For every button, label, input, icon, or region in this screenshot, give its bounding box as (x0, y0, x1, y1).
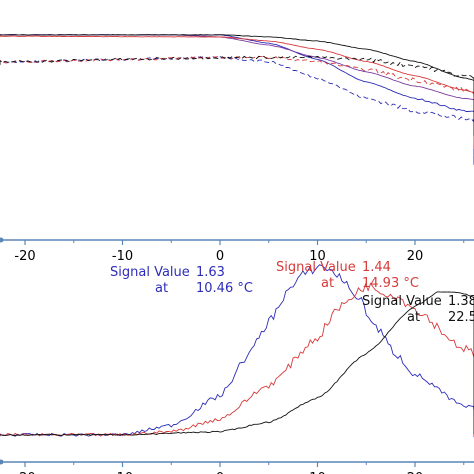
bottom-x-tick-label: 0 (216, 471, 224, 474)
top-x-tick-label: 10 (309, 249, 326, 264)
top-axis-handle (0, 237, 4, 243)
top-series-red-dashed-line (0, 55, 474, 149)
annotation-blue-label: Signal Value (110, 265, 190, 280)
bottom-x-tick-label: 10 (309, 471, 326, 474)
top-x-tick-label: -20 (14, 249, 35, 264)
annotation-red-at: at (321, 276, 334, 291)
annotation-black-value: 1.388 (448, 294, 474, 309)
annotation-red-value: 1.44 (362, 260, 391, 275)
top-x-tick-label: -10 (112, 249, 133, 264)
annotation-blue-at: at (155, 281, 168, 296)
annotation-blue-temperature: 10.46 °C (196, 281, 253, 296)
top-chart-panel (0, 34, 474, 165)
top-series-blue-line (0, 34, 474, 165)
top-series-red-line (0, 34, 474, 140)
annotation-black-temperature: 22.50 (448, 310, 474, 325)
annotation-blue-value: 1.63 (196, 265, 225, 280)
top-series-purple-line (0, 34, 474, 110)
annotation-black-label: Signal Value (362, 294, 442, 309)
bottom-axis-handle (0, 459, 4, 465)
top-x-axis: -40-30-20-1001020304050 (0, 237, 474, 264)
bottom-series-black-line (0, 291, 474, 436)
bottom-series-blue-line (0, 264, 474, 438)
bottom-x-axis: -40-30-20-1001020304050 (0, 459, 474, 474)
bottom-x-tick-label: 20 (407, 471, 424, 474)
top-series-black-line (0, 34, 474, 109)
bottom-x-tick-label: -10 (112, 471, 133, 474)
annotation-red-temperature: 14.93 °C (362, 276, 419, 291)
top-x-tick-label: 0 (216, 249, 224, 264)
annotation-black-at: at (407, 310, 420, 325)
signal-annotations: Signal Value 1.63 at 10.46 °C Signal Value 1.… (110, 260, 474, 325)
top-series-blue-dashed-line (0, 55, 474, 165)
bottom-chart-panel (0, 264, 474, 438)
bottom-series-red-line (0, 282, 474, 437)
bottom-x-tick-label: -20 (14, 471, 35, 474)
top-x-tick-label: 20 (407, 249, 424, 264)
annotation-red-label: Signal Value (276, 260, 356, 275)
top-series-black-dashed-line (0, 55, 474, 137)
